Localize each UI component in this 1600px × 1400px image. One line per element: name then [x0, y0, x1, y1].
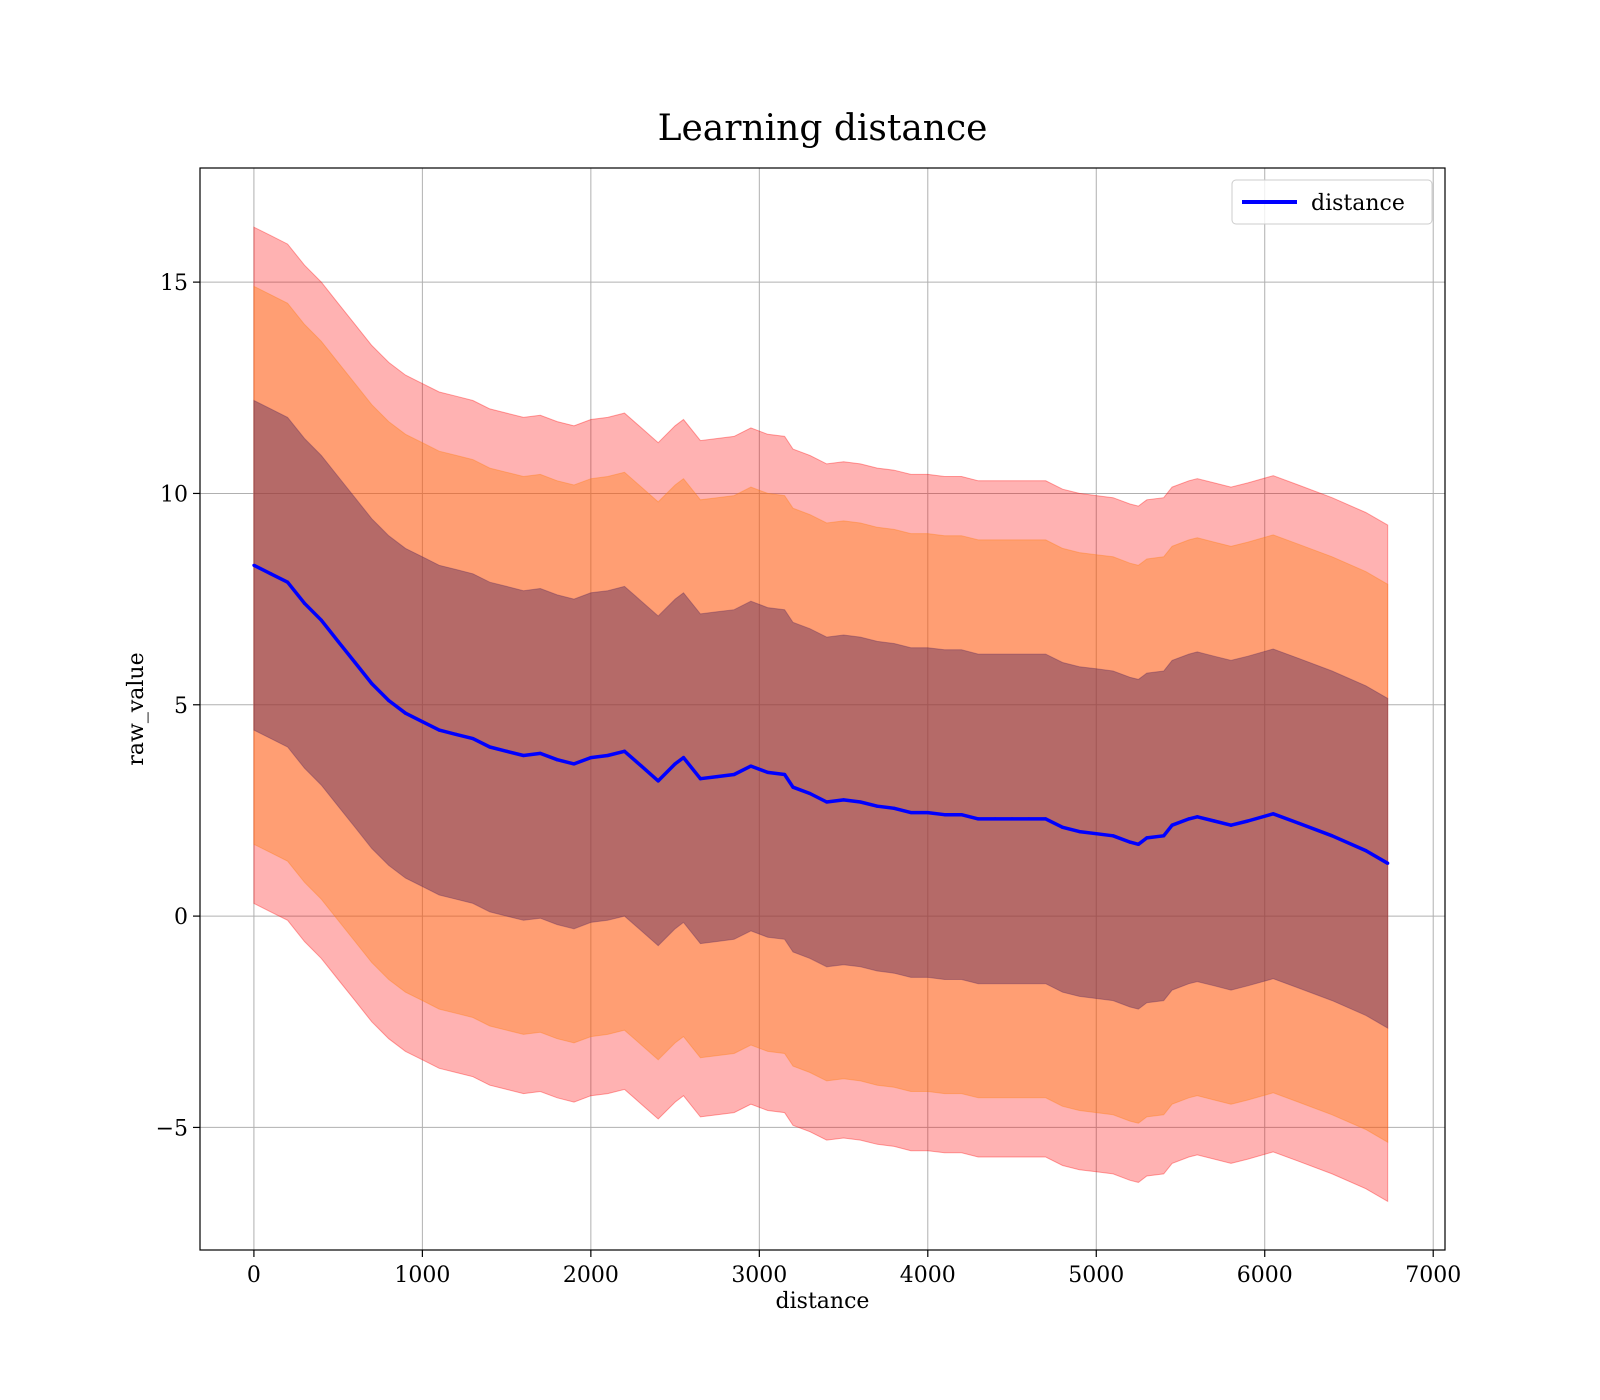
- data-point: [766, 770, 770, 774]
- grid: [200, 168, 1445, 1250]
- x-tick-label: 2000: [563, 1263, 619, 1288]
- data-point: [1271, 812, 1275, 816]
- band-1-sigma: [253, 399, 1389, 1029]
- data-point: [1212, 819, 1216, 823]
- data-point: [1136, 842, 1140, 846]
- x-axis-label: distance: [776, 1289, 870, 1314]
- data-point: [454, 732, 458, 736]
- data-point: [943, 813, 947, 817]
- data-point: [1145, 836, 1149, 840]
- x-tick-label: 5000: [1068, 1263, 1124, 1288]
- data-point: [825, 800, 829, 804]
- data-point: [1195, 815, 1199, 819]
- data-point: [437, 728, 441, 732]
- data-point: [1246, 819, 1250, 823]
- y-tick-label: 15: [160, 271, 188, 296]
- y-axis-label: raw_value: [124, 652, 149, 765]
- data-point: [589, 756, 593, 760]
- data-point: [1364, 848, 1368, 853]
- data-point: [370, 682, 374, 686]
- data-point: [892, 806, 896, 810]
- data-point: [403, 711, 408, 715]
- data-point: [319, 618, 323, 622]
- data-point: [875, 804, 879, 808]
- data-point: [841, 798, 846, 802]
- legend-label-distance: distance: [1311, 191, 1405, 216]
- data-point: [606, 753, 610, 758]
- x-tick-label: 7000: [1405, 1263, 1461, 1288]
- data-point: [1010, 817, 1014, 821]
- data-point: [1187, 817, 1191, 821]
- data-point: [505, 749, 509, 753]
- x-tick-label: 6000: [1237, 1263, 1293, 1288]
- data-point: [681, 756, 686, 760]
- x-tick-label: 0: [247, 1263, 261, 1288]
- data-point: [420, 720, 424, 724]
- y-tick-label: 10: [160, 482, 188, 507]
- legend: distance: [1231, 179, 1433, 225]
- plot-frame: [199, 167, 1446, 1251]
- data-point: [909, 810, 913, 815]
- data-point: [471, 736, 475, 741]
- x-tick-label: 4000: [900, 1263, 956, 1288]
- y-tick-label: −5: [156, 1116, 188, 1141]
- data-point: [1027, 817, 1031, 821]
- band-3-sigma: [253, 226, 1389, 1203]
- data-point: [1386, 861, 1390, 865]
- data-point: [791, 785, 795, 789]
- data-point: [353, 660, 357, 665]
- data-point: [269, 572, 273, 576]
- data-point: [302, 601, 307, 605]
- data-point: [521, 753, 526, 758]
- data-point: [1296, 821, 1301, 825]
- data-point: [387, 698, 391, 703]
- data-point: [749, 764, 753, 768]
- data-point: [1094, 832, 1098, 836]
- data-point: [698, 777, 702, 781]
- legend-box: [1231, 179, 1433, 225]
- data-point: [858, 800, 863, 804]
- data-point: [1077, 829, 1082, 834]
- data-point: [656, 779, 660, 783]
- data-point: [1170, 823, 1174, 827]
- data-point: [976, 817, 980, 821]
- data-point: [639, 764, 643, 768]
- data-point: [336, 639, 340, 643]
- data-point: [673, 762, 677, 766]
- data-point: [572, 762, 576, 766]
- data-point: [1128, 840, 1132, 844]
- band-2-sigma: [253, 285, 1389, 1144]
- y-tick-label: 5: [174, 694, 188, 719]
- y-ticks: −5 0 5 10 15: [156, 271, 200, 1141]
- data-point: [622, 749, 627, 753]
- data-point: [1111, 834, 1115, 838]
- series-line-distance: [253, 563, 1389, 865]
- data-point: [1060, 825, 1065, 829]
- data-point: [959, 813, 964, 817]
- data-point: [252, 563, 256, 567]
- data-point: [715, 775, 719, 779]
- data-point: [286, 580, 290, 584]
- x-tick-label: 1000: [394, 1263, 450, 1288]
- series-lines: [252, 563, 1390, 865]
- data-point: [732, 772, 736, 777]
- data-point: [488, 745, 492, 749]
- data-point: [782, 772, 787, 777]
- data-point: [993, 817, 997, 821]
- data-point: [555, 758, 559, 762]
- data-point: [1044, 817, 1048, 821]
- x-tick-label: 3000: [731, 1263, 787, 1288]
- chart-title: Learning distance: [658, 108, 988, 149]
- data-point: [808, 791, 812, 796]
- data-point: [538, 751, 542, 755]
- x-ticks: 0 1000 2000 3000 4000 5000 6000 7000: [247, 1250, 1461, 1288]
- data-point: [1330, 834, 1334, 838]
- y-tick-label: 0: [174, 905, 188, 930]
- confidence-bands: [253, 226, 1389, 1203]
- data-point: [1162, 834, 1166, 838]
- data-point: [1229, 823, 1233, 827]
- data-point: [926, 810, 930, 815]
